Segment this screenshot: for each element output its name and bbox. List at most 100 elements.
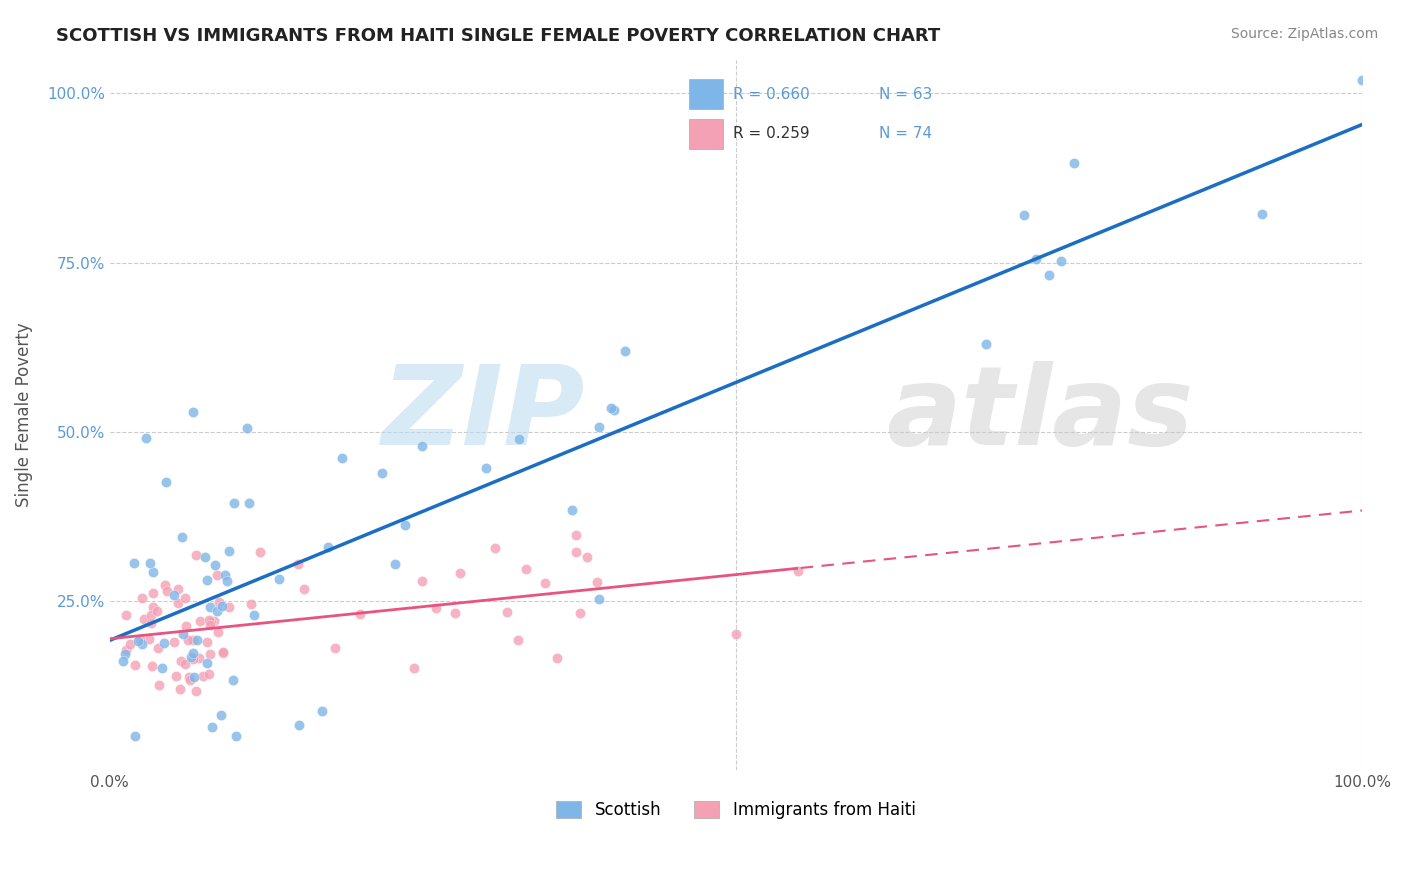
Point — [169, 682, 191, 697]
Point — [349, 607, 371, 621]
Point — [180, 649, 202, 664]
Point — [218, 544, 240, 558]
Point — [124, 657, 146, 672]
Point — [174, 591, 197, 606]
Point — [131, 637, 153, 651]
Point — [146, 604, 169, 618]
Point — [188, 614, 211, 628]
Point — [546, 650, 568, 665]
Point — [404, 661, 426, 675]
Legend: Scottish, Immigrants from Haiti: Scottish, Immigrants from Haiti — [550, 794, 922, 826]
Point — [186, 632, 208, 647]
Point — [139, 608, 162, 623]
Point — [292, 582, 315, 596]
Point — [138, 556, 160, 570]
Point — [211, 599, 233, 614]
Point — [371, 466, 394, 480]
Point — [202, 614, 225, 628]
Point — [599, 401, 621, 415]
Point — [287, 718, 309, 732]
Point — [1351, 73, 1374, 87]
Point — [115, 643, 138, 657]
Point — [195, 634, 218, 648]
Point — [153, 578, 176, 592]
Point — [181, 646, 204, 660]
Point — [508, 433, 530, 447]
Text: SCOTTISH VS IMMIGRANTS FROM HAITI SINGLE FEMALE POVERTY CORRELATION CHART: SCOTTISH VS IMMIGRANTS FROM HAITI SINGLE… — [56, 27, 941, 45]
Point — [215, 574, 238, 588]
Point — [193, 669, 215, 683]
Point — [170, 655, 193, 669]
Point — [198, 600, 221, 615]
Point — [586, 574, 609, 589]
Point — [148, 640, 170, 655]
Point — [172, 627, 194, 641]
Point — [183, 633, 205, 648]
Point — [187, 650, 209, 665]
Point — [201, 720, 224, 734]
Point — [181, 405, 204, 419]
Text: ZIP: ZIP — [382, 361, 586, 468]
Point — [222, 673, 245, 687]
Point — [177, 670, 200, 684]
Point — [1250, 207, 1272, 221]
Point — [565, 528, 588, 542]
Point — [614, 343, 637, 358]
Point — [177, 633, 200, 648]
Point — [148, 678, 170, 692]
Point — [179, 673, 201, 688]
Point — [184, 683, 207, 698]
Point — [204, 558, 226, 573]
Point — [198, 613, 221, 627]
Point — [209, 708, 232, 723]
Point — [475, 460, 498, 475]
Point — [534, 575, 557, 590]
Point — [588, 420, 610, 434]
Point — [242, 608, 264, 623]
Point — [114, 647, 136, 661]
Point — [124, 556, 146, 570]
Point — [384, 558, 406, 572]
Point — [236, 420, 259, 434]
Point — [212, 646, 235, 660]
Point — [211, 645, 233, 659]
Point — [1050, 253, 1073, 268]
Point — [166, 596, 188, 610]
Point — [198, 617, 221, 632]
Point — [240, 597, 263, 611]
Point — [155, 475, 177, 490]
Point — [142, 586, 165, 600]
Point — [208, 595, 231, 609]
Point — [787, 565, 810, 579]
Point — [111, 655, 134, 669]
Point — [163, 635, 186, 649]
Point — [131, 591, 153, 605]
Point — [724, 627, 747, 641]
Point — [186, 549, 208, 563]
Point — [443, 607, 465, 621]
Point — [496, 605, 519, 619]
Point — [449, 566, 471, 580]
Point — [1063, 155, 1085, 169]
Point — [394, 518, 416, 533]
Point — [166, 669, 188, 683]
Point — [225, 729, 247, 743]
Point — [411, 574, 433, 589]
Point — [152, 636, 174, 650]
Point — [174, 619, 197, 633]
Point — [269, 572, 291, 586]
Point — [1038, 268, 1060, 282]
Point — [156, 584, 179, 599]
Point — [316, 540, 339, 554]
Point — [163, 588, 186, 602]
Point — [214, 567, 236, 582]
Point — [1012, 208, 1035, 222]
Point — [129, 632, 152, 647]
Point — [141, 659, 163, 673]
Point — [181, 651, 204, 665]
Point — [249, 545, 271, 559]
Point — [568, 606, 591, 620]
Point — [588, 591, 610, 606]
Point — [142, 600, 165, 615]
Point — [195, 574, 218, 588]
